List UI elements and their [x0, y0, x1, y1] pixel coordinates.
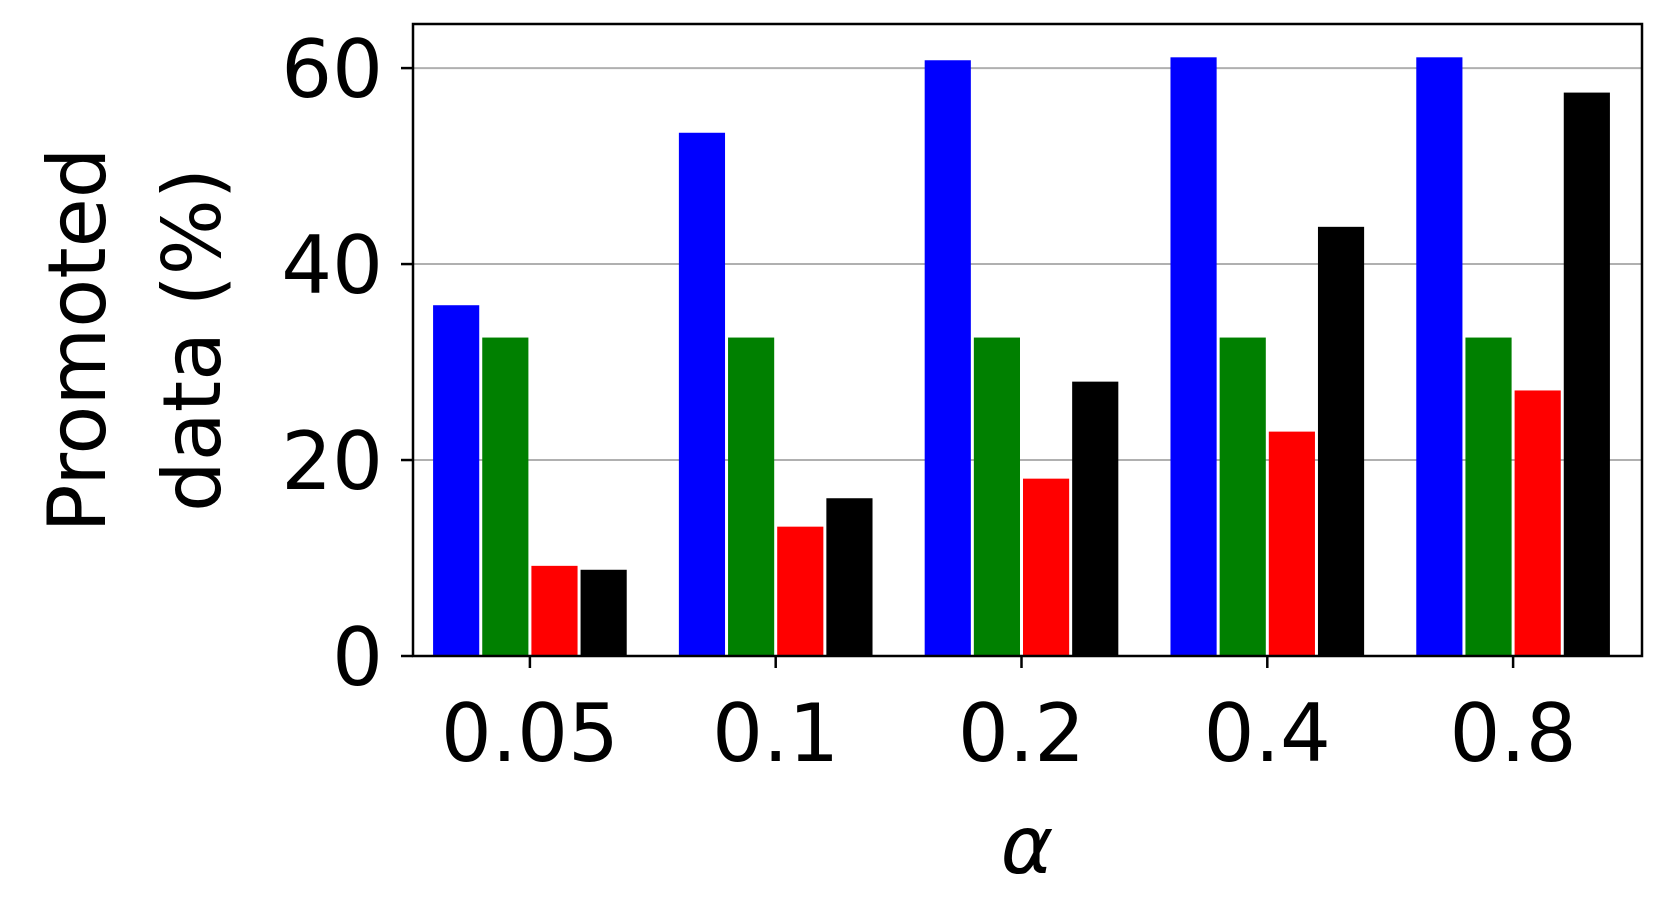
y-axis-label-line-2: data (%)	[146, 168, 239, 512]
bar	[1072, 381, 1119, 656]
bar	[1219, 337, 1266, 656]
y-axis-label-line-1: Promoted	[31, 147, 124, 532]
plot-frame	[411, 22, 1644, 658]
bar	[1170, 57, 1217, 657]
y-axis: 0 20 40 60	[281, 23, 413, 704]
bar	[1268, 431, 1315, 656]
y-axis-label: Promoted data (%)	[31, 147, 239, 532]
bar	[678, 132, 726, 656]
bar	[1514, 390, 1561, 656]
x-tick-label: 0.2	[958, 687, 1085, 780]
bar	[728, 337, 775, 656]
x-axis: 0.05 0.1 0.2 0.4 0.8	[441, 656, 1577, 780]
bar	[531, 565, 578, 656]
bar	[924, 60, 971, 656]
y-tick-label: 20	[281, 415, 383, 508]
bar	[580, 569, 627, 656]
bar	[482, 337, 529, 656]
x-tick-label: 0.4	[1204, 687, 1331, 780]
bar	[1416, 57, 1463, 657]
y-tick-label: 60	[281, 23, 383, 116]
x-axis-label: α	[1001, 799, 1054, 892]
bar	[777, 526, 824, 656]
x-tick-label: 0.05	[441, 687, 619, 780]
bars	[433, 57, 1610, 657]
bar	[1023, 478, 1070, 656]
x-tick-label: 0.1	[712, 687, 839, 780]
y-tick-label: 40	[281, 219, 383, 312]
y-tick-label: 0	[332, 611, 383, 704]
bar	[973, 337, 1020, 656]
bar	[1563, 92, 1610, 657]
bar	[433, 305, 480, 656]
bar	[826, 498, 873, 656]
x-tick-label: 0.8	[1449, 687, 1576, 780]
bar	[1465, 337, 1512, 656]
bar	[1317, 226, 1365, 656]
